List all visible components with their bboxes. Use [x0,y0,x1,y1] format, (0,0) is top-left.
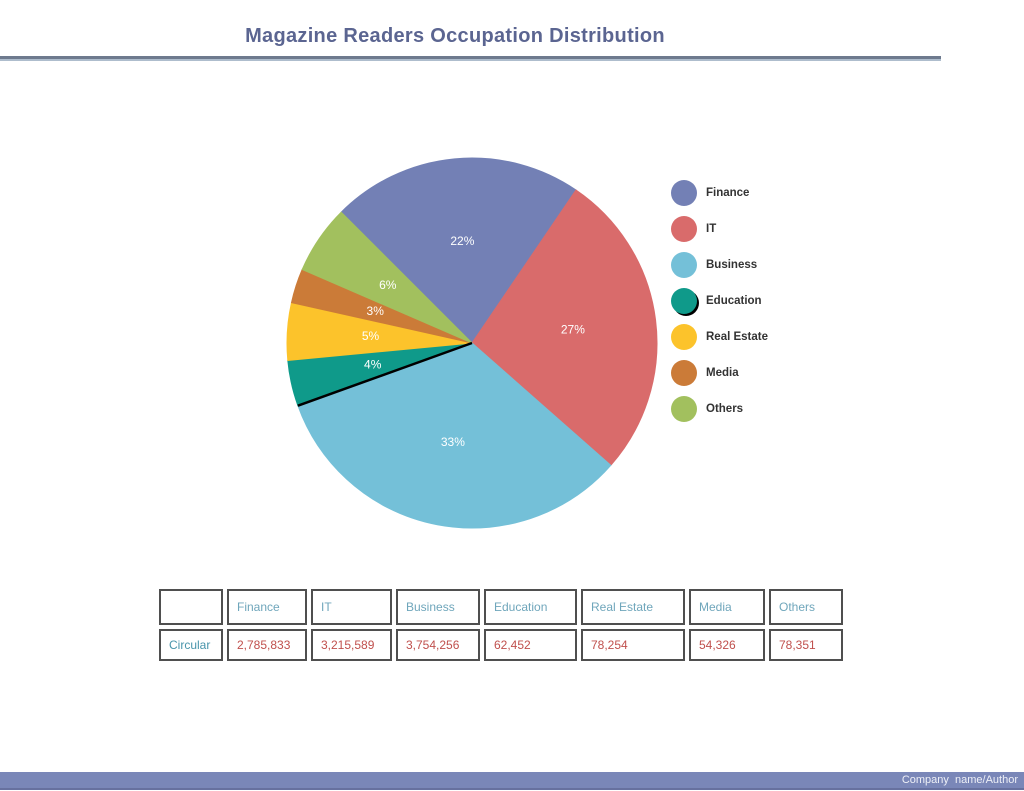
pie-slice-percent-label: 33% [441,435,465,449]
table-cell: 54,326 [689,629,765,661]
table-header-cell: IT [311,589,392,625]
legend-marker-real-estate-icon [671,324,697,350]
table-cell: 3,215,589 [311,629,392,661]
table-header-row: Finance IT Business Education Real Estat… [159,589,843,625]
legend-label: Business [706,259,758,271]
table-cell: 78,351 [769,629,843,661]
pie-slice-percent-label: 3% [367,304,385,318]
pie-slice-percent-label: 27% [561,322,585,336]
chart-legend: Finance IT Business Education Real Estat… [671,180,768,432]
table-cell: 62,452 [484,629,577,661]
table-header-cell: Others [769,589,843,625]
table-header-cell: Education [484,589,577,625]
table-cell: 2,785,833 [227,629,307,661]
legend-marker-it-icon [671,216,697,242]
table-header-cell: Business [396,589,480,625]
page-title: Magazine Readers Occupation Distribution [245,25,665,47]
legend-marker-others-icon [671,396,697,422]
pie-slice-finance[interactable] [340,157,577,344]
legend-label: Real Estate [706,331,769,343]
pie-slice-percent-label: 22% [450,234,474,248]
selected-slice-edge [297,341,473,407]
pie-slice-percent-label: 4% [364,357,382,371]
legend-item-business[interactable]: Business [671,252,768,278]
legend-marker-media-icon [671,360,697,386]
pie-slice-others[interactable] [301,211,473,344]
legend-item-media[interactable]: Media [671,360,768,386]
legend-marker-finance-icon [671,180,697,206]
legend-item-it[interactable]: IT [671,216,768,242]
legend-label: Finance [706,187,750,199]
table-cell: 78,254 [581,629,685,661]
table-header-cell: Finance [227,589,307,625]
legend-item-others[interactable]: Others [671,396,768,422]
table-row-label: Circular [159,629,223,661]
legend-marker-business-icon [671,252,697,278]
pie-slice-it[interactable] [471,189,658,467]
legend-label: Others [706,403,744,415]
legend-marker-education-icon [671,288,697,314]
table-header-cell [159,589,223,625]
legend-item-education[interactable]: Education [671,288,768,314]
title-divider [0,56,941,61]
legend-item-real-estate[interactable]: Real Estate [671,324,768,350]
legend-label: IT [706,223,717,235]
legend-item-finance[interactable]: Finance [671,180,768,206]
footer-bar: Company name/Author [0,772,1024,790]
table-header-cell: Real Estate [581,589,685,625]
table-cell: 3,754,256 [396,629,480,661]
legend-label: Media [706,367,739,379]
pie-slice-percent-label: 6% [379,278,397,292]
legend-label: Education [706,295,762,307]
pie-slice-percent-label: 5% [362,329,380,343]
data-table: Finance IT Business Education Real Estat… [155,585,847,665]
table-value-row: Circular 2,785,833 3,215,589 3,754,256 6… [159,629,843,661]
table-header-cell: Media [689,589,765,625]
pie-slice-business[interactable] [297,342,612,529]
